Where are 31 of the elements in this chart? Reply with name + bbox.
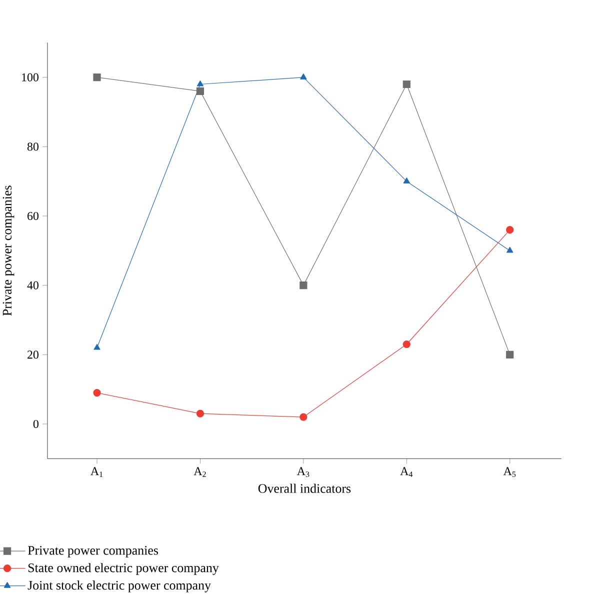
y-tick-label: 40	[27, 281, 38, 290]
legend-label: Private power companies	[28, 546, 158, 558]
y-tick-label: 80	[27, 142, 38, 151]
point	[300, 74, 307, 80]
point	[506, 226, 514, 234]
point	[94, 344, 100, 350]
x-axis-title: Overall indicators	[258, 484, 351, 493]
point	[196, 87, 204, 95]
x-tick-label: A$_{5}$	[503, 467, 516, 477]
point	[402, 340, 410, 348]
legend-label: State owned electric power company	[28, 563, 219, 575]
x-tick-label: A$_{3}$	[296, 467, 310, 477]
y-tick-label: 0	[33, 420, 38, 428]
x-tick-label: A$_{4}$	[400, 467, 413, 477]
point	[93, 74, 101, 82]
y-tick-label: 60	[28, 212, 38, 220]
y-tick-label: 20	[28, 350, 38, 359]
legend-label: Joint stock electric power company	[28, 580, 211, 592]
point	[506, 246, 514, 253]
point	[506, 350, 514, 358]
x-tick-label: A$_{1}$	[90, 467, 103, 477]
point	[300, 413, 308, 421]
point	[196, 80, 204, 86]
point	[300, 282, 308, 290]
point	[93, 388, 101, 397]
x-tick-label: A$_{2}$	[194, 467, 206, 477]
point	[196, 410, 204, 418]
point	[403, 178, 410, 184]
y-tick-label: 100	[22, 73, 38, 82]
y-axis-title: Private power companies	[2, 186, 14, 316]
point	[402, 80, 410, 88]
